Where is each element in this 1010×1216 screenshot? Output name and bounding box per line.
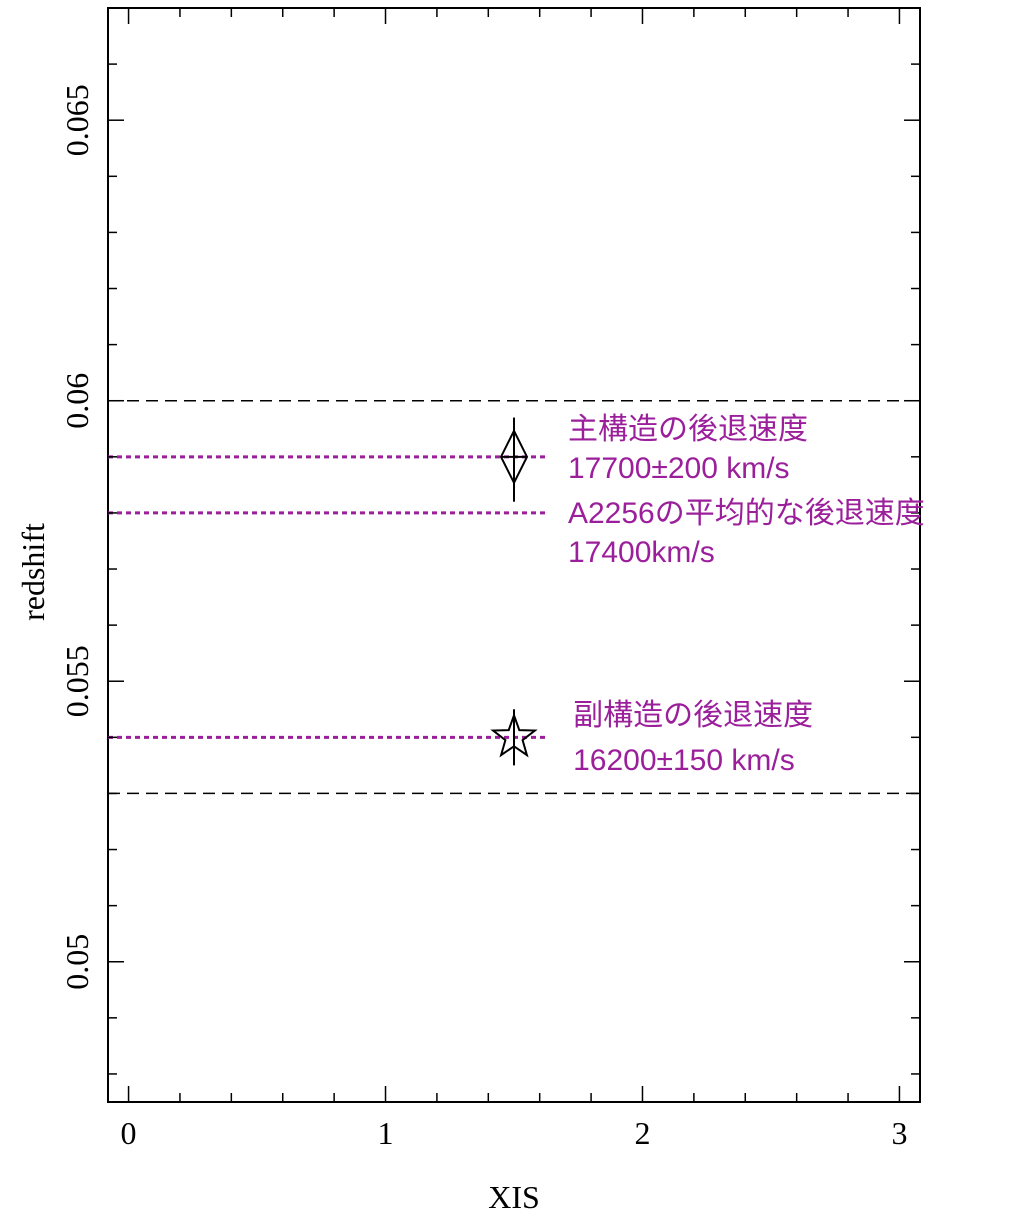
x-tick-label: 3 <box>891 1115 907 1151</box>
data-points <box>490 417 538 766</box>
tick-labels: 0 1 2 3 0.05 0.055 0.06 0.065 <box>59 84 907 1151</box>
y-tick-label: 0.055 <box>59 645 95 717</box>
x-tick-label: 0 <box>121 1115 137 1151</box>
annotation-label: 16200±150 km/s <box>573 744 795 777</box>
annotation-label: 17700±200 km/s <box>568 452 790 485</box>
annotations: 主構造の後退速度 17700±200 km/s A2256の平均的な後退速度 1740… <box>568 413 925 777</box>
y-tick-label: 0.06 <box>59 373 95 429</box>
star-marker <box>490 712 538 758</box>
annotation-label: 主構造の後退速度 <box>568 413 808 446</box>
axis-ticks <box>108 7 920 1102</box>
annotation-label: A2256の平均的な後退速度 <box>568 497 925 530</box>
reference-lines <box>108 399 920 795</box>
annotation-label: 17400km/s <box>568 536 715 569</box>
y-tick-label: 0.05 <box>59 934 95 990</box>
diamond-marker <box>499 428 529 486</box>
y-axis-label: redshift <box>15 523 51 621</box>
x-tick-label: 1 <box>378 1115 394 1151</box>
annotation-label: 副構造の後退速度 <box>573 699 813 732</box>
y-tick-label: 0.065 <box>59 84 95 156</box>
x-tick-label: 2 <box>634 1115 650 1151</box>
x-axis-label: XIS <box>488 1179 540 1215</box>
plot-frame <box>107 7 921 1103</box>
